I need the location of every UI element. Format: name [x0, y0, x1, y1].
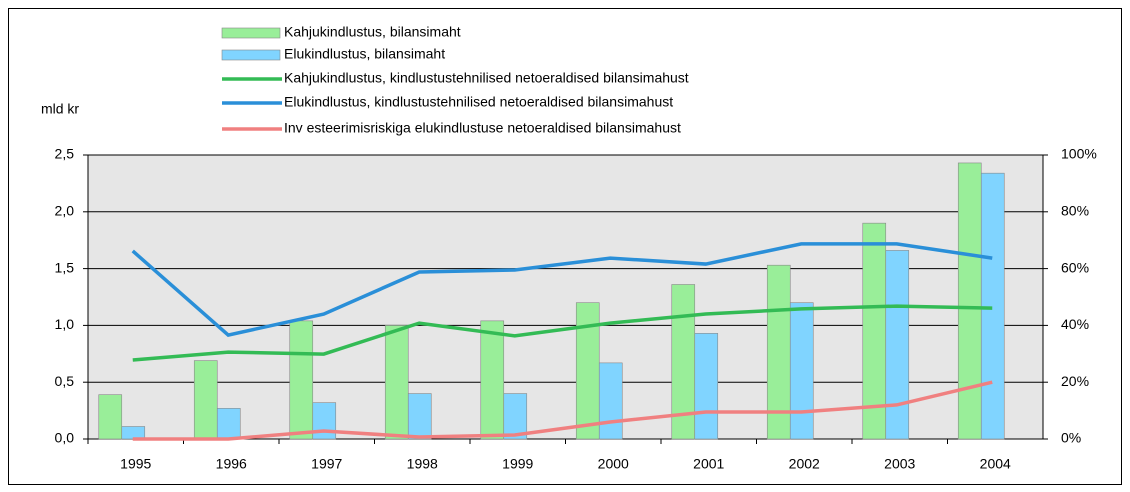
- y-tick-label: 0,5: [55, 373, 75, 389]
- bar: [98, 394, 123, 440]
- bar: [312, 402, 337, 440]
- bar: [407, 393, 432, 440]
- line: [131, 242, 993, 337]
- x-tick-label: 1995: [120, 456, 151, 472]
- y2-tick-label: 60%: [1061, 259, 1089, 275]
- y2-tick-label: 100%: [1061, 146, 1097, 162]
- y-tick-label: 1,5: [55, 259, 75, 275]
- bar: [193, 360, 218, 440]
- bar: [694, 333, 719, 440]
- legend-label: Elukindlustus, kindlustustehnilised neto…: [284, 94, 673, 110]
- legend-label: Inv esteerimisriskiga elukindlustuse net…: [284, 120, 681, 136]
- legend-label: Elukindlustus, bilansimaht: [284, 46, 445, 62]
- bar: [216, 408, 241, 440]
- y2-tick-label: 0%: [1061, 430, 1081, 446]
- bar: [789, 302, 814, 440]
- bar: [980, 172, 1005, 440]
- y-tick-label: 0,0: [55, 430, 75, 446]
- bar: [885, 250, 910, 440]
- bar: [480, 320, 505, 440]
- x-tick-label: 1998: [407, 456, 438, 472]
- y2-tick-label: 80%: [1061, 203, 1089, 219]
- y2-tick-label: 40%: [1061, 316, 1089, 332]
- bar: [503, 393, 528, 440]
- bar: [598, 362, 623, 440]
- bar: [957, 162, 982, 440]
- line: [132, 304, 993, 362]
- bar: [121, 426, 146, 440]
- x-tick-label: 2004: [980, 456, 1011, 472]
- x-tick-label: 2003: [884, 456, 915, 472]
- y2-tick-label: 20%: [1061, 373, 1089, 389]
- x-tick-label: 1996: [216, 456, 247, 472]
- legend-swatch: [221, 49, 281, 61]
- bar: [289, 320, 314, 440]
- line: [132, 380, 993, 441]
- y-tick-label: 1,0: [55, 316, 75, 332]
- bar: [384, 325, 409, 440]
- legend-swatch: [221, 27, 281, 39]
- y-tick-label: 2,0: [55, 203, 75, 219]
- x-tick-label: 1999: [502, 456, 533, 472]
- legend-label: Kahjukindlustus, bilansimaht: [284, 24, 461, 40]
- legend-label: Kahjukindlustus, kindlustustehnilised ne…: [284, 70, 689, 86]
- y-tick-label: 2,5: [55, 146, 75, 162]
- y-axis-label: mld kr: [41, 101, 79, 117]
- bar: [575, 302, 600, 440]
- x-tick-label: 2000: [598, 456, 629, 472]
- frame: [8, 8, 1122, 485]
- x-tick-label: 2001: [693, 456, 724, 472]
- x-tick-label: 2002: [789, 456, 820, 472]
- x-tick-label: 1997: [311, 456, 342, 472]
